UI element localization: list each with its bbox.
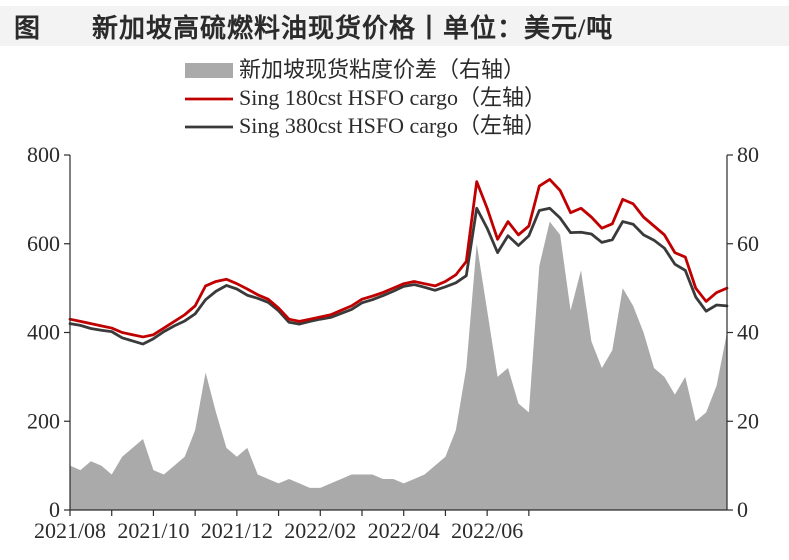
legend-label: Sing 180cst HSFO cargo（左轴） [239,85,546,110]
y-right-label: 0 [737,497,748,522]
y-left-label: 800 [27,142,60,167]
title-bar: 图 新加坡高硫燃料油现货价格丨单位：美元/吨 [0,6,789,46]
y-right-label: 80 [737,142,759,167]
x-label: 2022/06 [451,518,523,543]
title-prefix: 图 [14,8,44,45]
legend-label: Sing 380cst HSFO cargo（左轴） [239,113,546,138]
x-label: 2022/04 [368,518,440,543]
series-spread-area [70,222,727,510]
legend-swatch-area [185,63,233,78]
y-left-label: 200 [27,408,60,433]
x-label: 2021/10 [117,518,189,543]
y-right-label: 20 [737,408,759,433]
chart-container: 图 新加坡高硫燃料油现货价格丨单位：美元/吨 新加坡现货粘度价差（右轴） Sing… [0,0,789,560]
x-label: 2021/08 [34,518,106,543]
x-label: 2021/12 [201,518,273,543]
x-label: 2022/02 [284,518,356,543]
y-left-label: 600 [27,231,60,256]
y-right-label: 60 [737,231,759,256]
chart-svg: 新加坡现货粘度价差（右轴） Sing 180cst HSFO cargo（左轴） S… [10,55,779,550]
y-right-label: 40 [737,320,759,345]
legend: 新加坡现货粘度价差（右轴） Sing 180cst HSFO cargo（左轴） S… [185,57,546,138]
legend-label: 新加坡现货粘度价差（右轴） [239,57,525,82]
y-left-label: 400 [27,320,60,345]
title-main: 新加坡高硫燃料油现货价格丨单位：美元/吨 [92,8,613,45]
chart-area: 新加坡现货粘度价差（右轴） Sing 180cst HSFO cargo（左轴） S… [10,55,779,550]
